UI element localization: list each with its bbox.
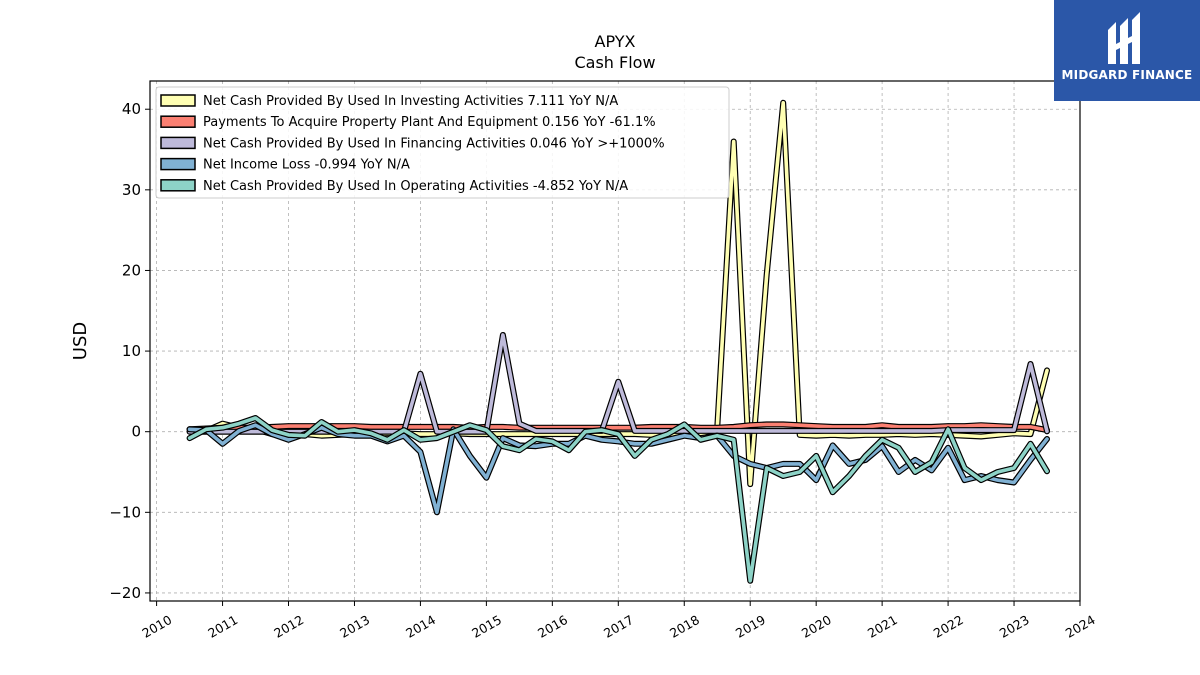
x-tick-label: 2013: [337, 612, 372, 641]
x-tick-label: 2014: [403, 612, 438, 641]
x-tick-label: 2021: [865, 612, 900, 641]
x-axis-ticks: 2010 2011 2012 2013 2014 2015 2016 2017 2018 2019…: [139, 601, 1098, 641]
series-line: [187, 416, 1049, 583]
series-5: [186, 415, 1050, 584]
y-tick-label: 20: [122, 261, 141, 279]
midgard-finance-logo: MIDGARD FINANCE: [1054, 0, 1200, 101]
x-tick-label: 2010: [139, 612, 174, 641]
y-tick-label: −20: [109, 584, 141, 602]
legend-label: Net Cash Provided By Used In Operating A…: [203, 179, 628, 194]
x-tick-label: 2022: [931, 612, 966, 641]
grid: [150, 81, 1081, 601]
legend-label: Net Cash Provided By Used In Investing A…: [203, 94, 618, 109]
x-tick-label: 2016: [535, 612, 570, 641]
series-lines: [186, 99, 1050, 584]
x-tick-label: 2019: [733, 612, 768, 641]
y-axis-label: USD: [70, 322, 91, 360]
legend-swatch: [160, 179, 196, 192]
x-tick-label: 2023: [997, 612, 1032, 641]
legend-label: Payments To Acquire Property Plant And E…: [203, 115, 656, 130]
legend-swatch: [160, 115, 196, 128]
x-tick-label: 2020: [799, 612, 834, 641]
x-tick-label: 2018: [667, 612, 702, 641]
legend-swatch: [160, 157, 196, 171]
legend: Net Cash Provided By Used In Investing A…: [155, 86, 730, 199]
legend-box: [155, 86, 730, 199]
legend-label: Net Income Loss -0.994 YoY N/A: [203, 158, 410, 173]
x-tick-label: 2012: [271, 612, 306, 641]
y-tick-label: 0: [131, 423, 141, 441]
legend-swatch: [160, 136, 196, 150]
watermark-text: MIDGARD FINANCE: [1061, 68, 1193, 82]
y-tick-label: 30: [122, 181, 141, 199]
x-tick-label: 2011: [205, 612, 240, 641]
x-tick-label: 2015: [469, 612, 504, 641]
legend-label: Net Cash Provided By Used In Financing A…: [203, 136, 665, 151]
plot-frame: [149, 80, 1081, 602]
series-line: [187, 423, 1049, 515]
x-tick-label: 2017: [601, 612, 636, 641]
legend-swatch: [160, 94, 196, 107]
chart-title: APYX: [595, 32, 636, 51]
y-tick-label: 40: [122, 100, 141, 118]
y-tick-label: 10: [122, 342, 141, 360]
chart-subtitle: Cash Flow: [574, 53, 655, 72]
midgard-logo-icon: [1108, 12, 1140, 64]
series-4: [186, 422, 1050, 516]
x-tick-label: 2024: [1063, 612, 1098, 641]
y-axis-ticks: −20 −10 0 10 20 30 40: [109, 100, 150, 602]
y-tick-label: −10: [109, 503, 141, 521]
